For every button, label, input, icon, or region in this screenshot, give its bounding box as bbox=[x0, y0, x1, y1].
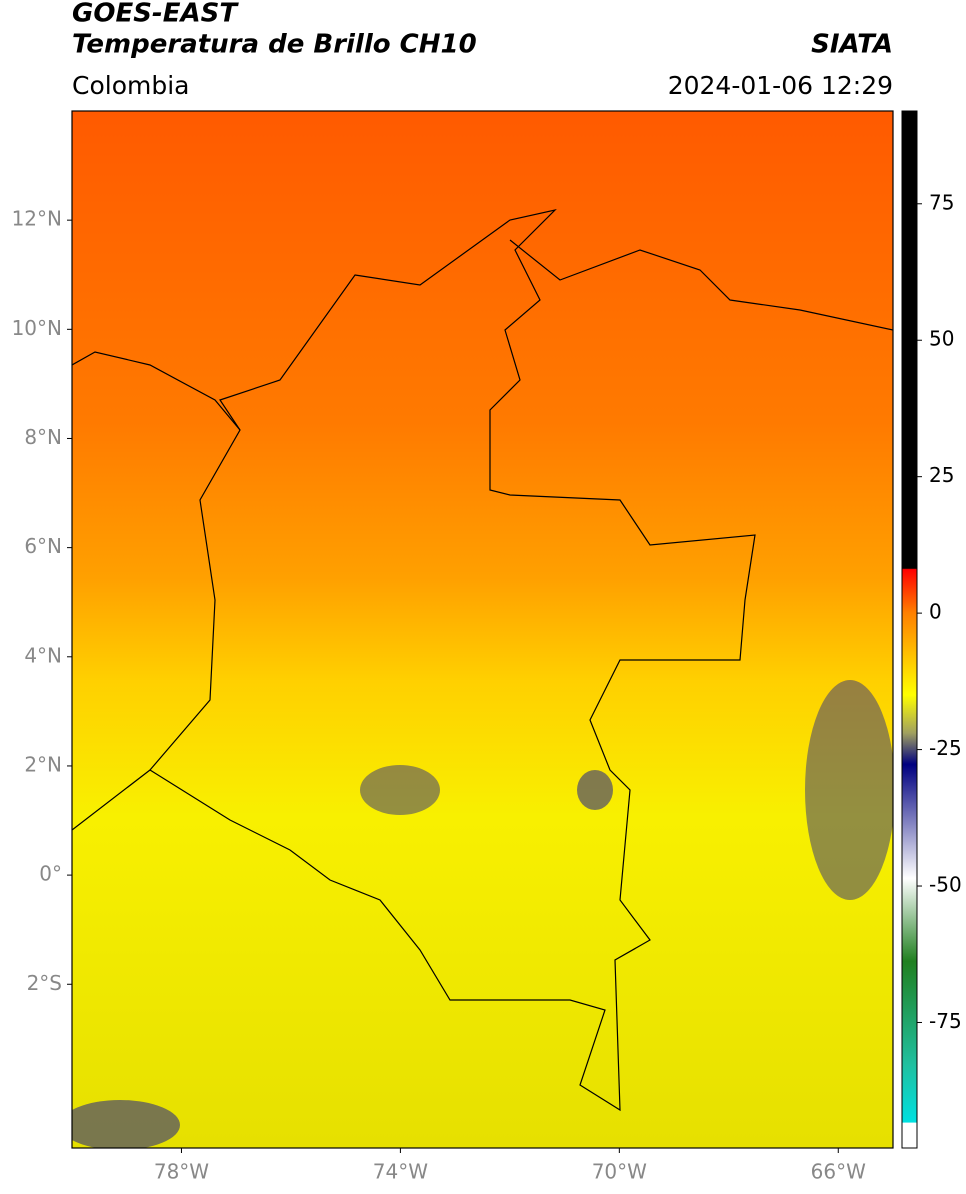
x-tick-label: 78°W bbox=[154, 1160, 209, 1184]
coastline bbox=[72, 769, 151, 831]
y-tick-label: 4°N bbox=[24, 643, 62, 667]
cloud bbox=[360, 765, 440, 815]
colorbar-tick-label: 75 bbox=[929, 190, 954, 214]
y-tick-label: 6°N bbox=[24, 534, 62, 558]
brightness-field bbox=[72, 111, 893, 1148]
y-tick-label: 8°N bbox=[24, 425, 62, 449]
coastline bbox=[72, 351, 241, 431]
y-tick-label: 2°N bbox=[24, 752, 62, 776]
title: GOES-EAST bbox=[72, 0, 239, 29]
source: SIATA bbox=[811, 30, 893, 60]
subtitle: Temperatura de Brillo CH10 bbox=[72, 30, 477, 60]
cloud bbox=[577, 770, 613, 810]
map bbox=[72, 111, 893, 1148]
colorbar-tick-label: -75 bbox=[929, 1009, 962, 1033]
x-tick-label: 74°W bbox=[373, 1160, 428, 1184]
map-frame bbox=[71, 110, 894, 1149]
x-tick-label: 66°W bbox=[811, 1160, 866, 1184]
border bbox=[149, 208, 756, 1112]
y-tick-label: 10°N bbox=[12, 316, 62, 340]
x-tick-label: 70°W bbox=[592, 1160, 647, 1184]
y-tick-label: 0° bbox=[39, 862, 62, 886]
colorbar-tick-label: 50 bbox=[929, 327, 954, 351]
y-tick-label: 2°S bbox=[27, 971, 62, 995]
datetime: 2024-01-06 12:29 bbox=[668, 71, 893, 100]
cloud bbox=[72, 1100, 180, 1148]
region: Colombia bbox=[72, 71, 189, 100]
colorbar-tick-label: 25 bbox=[929, 463, 954, 487]
colorbar bbox=[901, 110, 918, 1149]
cloud bbox=[805, 680, 893, 900]
colorbar-tick-label: -25 bbox=[929, 736, 962, 760]
y-tick-label: 12°N bbox=[12, 207, 62, 231]
coastline bbox=[509, 239, 893, 331]
colorbar-tick-label: -50 bbox=[929, 873, 962, 897]
colorbar-tick-label: 0 bbox=[929, 600, 942, 624]
